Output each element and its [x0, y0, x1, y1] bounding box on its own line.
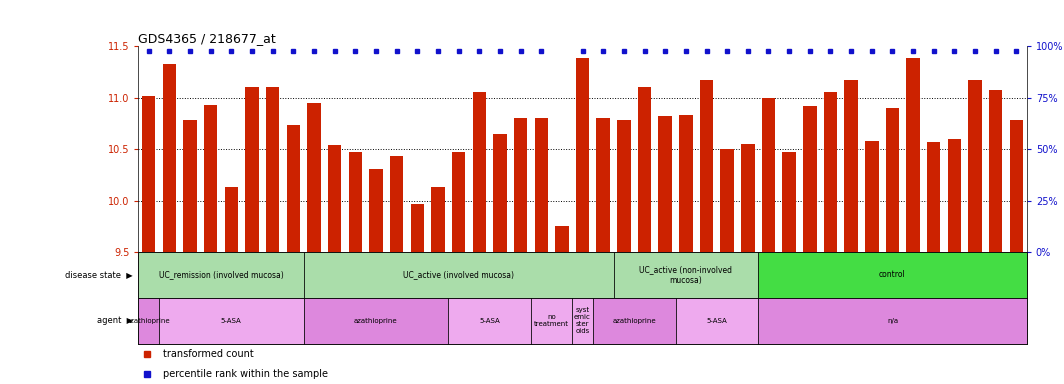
Text: 5-ASA: 5-ASA	[221, 318, 242, 324]
Bar	[389, 156, 403, 252]
Text: syst
emic
ster
oids: syst emic ster oids	[575, 307, 591, 334]
Bar	[614, 252, 759, 298]
Bar	[204, 105, 217, 252]
Text: UC_active (involved mucosa): UC_active (involved mucosa)	[403, 270, 514, 280]
Bar	[514, 118, 528, 252]
Bar	[452, 152, 465, 252]
Text: percentile rank within the sample: percentile rank within the sample	[163, 369, 328, 379]
Bar	[576, 58, 589, 252]
Bar	[472, 93, 486, 252]
Text: agent  ▶: agent ▶	[97, 316, 133, 325]
Bar	[431, 187, 445, 252]
Bar	[720, 149, 734, 252]
Bar	[349, 152, 362, 252]
Bar	[593, 298, 676, 344]
Bar	[803, 106, 816, 252]
Bar	[138, 252, 303, 298]
Bar	[865, 141, 879, 252]
Bar	[990, 90, 1002, 252]
Bar	[307, 103, 320, 252]
Bar	[637, 87, 651, 252]
Bar	[138, 298, 159, 344]
Text: azathioprine: azathioprine	[613, 318, 656, 324]
Text: no
treatment: no treatment	[534, 314, 569, 327]
Bar	[659, 116, 671, 252]
Bar	[266, 87, 280, 252]
Bar	[782, 152, 796, 252]
Bar	[448, 298, 531, 344]
Bar	[700, 80, 713, 252]
Text: UC_active (non-involved
mucosa): UC_active (non-involved mucosa)	[639, 265, 732, 285]
Bar	[183, 120, 197, 252]
Text: control: control	[879, 270, 905, 280]
Text: 5-ASA: 5-ASA	[706, 318, 727, 324]
Text: disease state  ▶: disease state ▶	[65, 270, 133, 280]
Bar	[369, 169, 383, 252]
Bar	[948, 139, 961, 252]
Bar	[676, 298, 759, 344]
Bar	[163, 64, 176, 252]
Bar	[927, 142, 941, 252]
Bar	[907, 58, 920, 252]
Text: GDS4365 / 218677_at: GDS4365 / 218677_at	[138, 32, 276, 45]
Bar	[824, 93, 837, 252]
Bar	[762, 98, 776, 252]
Bar	[555, 226, 568, 252]
Bar	[845, 80, 858, 252]
Bar	[286, 125, 300, 252]
Bar	[303, 252, 614, 298]
Bar	[679, 115, 693, 252]
Bar	[245, 87, 259, 252]
Bar	[303, 298, 448, 344]
Bar	[142, 96, 155, 252]
Bar	[534, 118, 548, 252]
Bar	[968, 80, 982, 252]
Text: azathioprine: azathioprine	[354, 318, 398, 324]
Bar	[572, 298, 593, 344]
Bar	[328, 145, 342, 252]
Text: n/a: n/a	[887, 318, 898, 324]
Bar	[742, 144, 754, 252]
Bar	[531, 298, 572, 344]
Bar	[617, 120, 631, 252]
Bar	[759, 298, 1027, 344]
Bar	[885, 108, 899, 252]
Text: UC_remission (involved mucosa): UC_remission (involved mucosa)	[159, 270, 283, 280]
Bar	[411, 204, 423, 252]
Bar	[597, 118, 610, 252]
Bar	[1010, 120, 1024, 252]
Bar	[494, 134, 506, 252]
Bar	[225, 187, 238, 252]
Text: 5-ASA: 5-ASA	[479, 318, 500, 324]
Bar	[159, 298, 303, 344]
Bar	[759, 252, 1027, 298]
Text: azathioprine: azathioprine	[127, 318, 170, 324]
Text: transformed count: transformed count	[163, 349, 254, 359]
